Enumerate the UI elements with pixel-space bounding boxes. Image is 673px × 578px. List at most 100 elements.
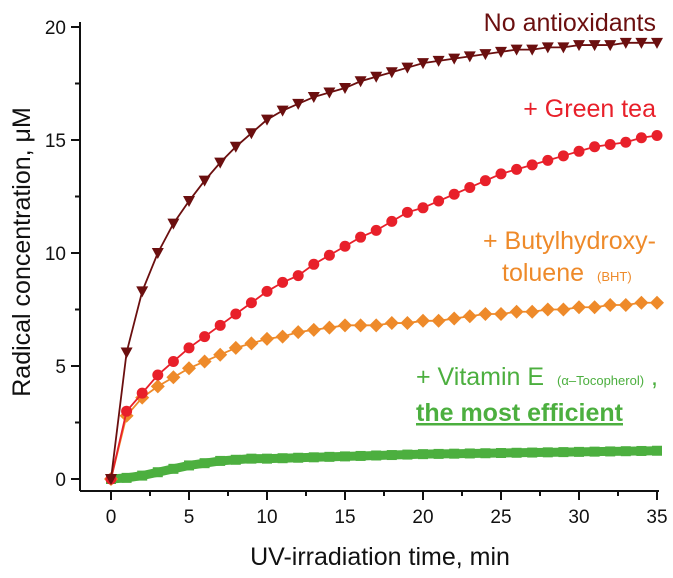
- data-point: [620, 446, 631, 457]
- data-point: [618, 297, 633, 312]
- data-point: [324, 451, 335, 462]
- data-point: [433, 195, 445, 207]
- data-point: [105, 474, 117, 485]
- data-point: [261, 114, 273, 126]
- vitamin-e-sub: (α–Tocopherol): [557, 373, 644, 388]
- data-point: [635, 37, 648, 49]
- data-point: [276, 105, 289, 117]
- data-point: [589, 141, 601, 153]
- data-point: [229, 141, 242, 153]
- data-point: [464, 181, 476, 193]
- y-axis-label: Radical concentration, μM: [8, 107, 36, 397]
- data-point: [150, 379, 165, 394]
- data-point: [651, 129, 663, 141]
- data-point: [385, 67, 398, 79]
- annotation-bht-line1: + Butylhydroxy-: [483, 227, 656, 255]
- data-point: [511, 163, 523, 175]
- data-point: [199, 458, 210, 469]
- data-point: [353, 318, 368, 333]
- data-point: [462, 309, 477, 324]
- data-point: [417, 202, 429, 214]
- data-point: [245, 128, 258, 140]
- data-point: [652, 445, 662, 456]
- data-point: [634, 295, 649, 310]
- data-point: [339, 240, 351, 252]
- data-point: [306, 322, 321, 337]
- data-point: [354, 76, 367, 88]
- data-point: [463, 51, 476, 63]
- series-square: [106, 445, 662, 484]
- x-tick-label: 20: [412, 507, 433, 528]
- data-point: [558, 447, 569, 458]
- data-point: [448, 53, 461, 65]
- data-point: [136, 387, 148, 399]
- data-point: [370, 224, 382, 236]
- data-point: [449, 448, 460, 459]
- data-point: [448, 188, 460, 200]
- data-point: [417, 58, 429, 70]
- annotation-no-antioxidants: No antioxidants: [484, 9, 656, 37]
- data-point: [511, 447, 522, 458]
- x-tick-label: 0: [106, 507, 117, 528]
- y-tick-label: 10: [45, 244, 66, 265]
- data-point: [369, 318, 384, 333]
- x-tick-label: 30: [568, 507, 589, 528]
- data-point: [197, 354, 212, 369]
- data-point: [291, 325, 306, 340]
- data-point: [480, 448, 491, 459]
- data-point: [386, 450, 397, 461]
- data-point: [230, 308, 242, 320]
- bht-abbr: (BHT): [597, 269, 632, 284]
- annotation-most-efficient: the most efficient: [416, 399, 624, 427]
- data-point: [495, 46, 507, 58]
- data-point: [464, 448, 475, 459]
- y-tick-label: 15: [45, 131, 66, 152]
- x-axis-label: UV-irradiation time, min: [250, 543, 510, 571]
- data-point: [573, 145, 585, 157]
- data-point: [121, 405, 133, 417]
- data-point: [292, 98, 305, 110]
- data-point: [323, 249, 335, 261]
- data-point: [214, 319, 226, 331]
- data-point: [605, 446, 616, 457]
- data-point: [168, 463, 179, 474]
- data-point: [418, 449, 428, 460]
- data-point: [370, 71, 383, 83]
- data-point: [526, 44, 539, 56]
- data-point: [228, 340, 243, 355]
- data-point: [525, 304, 540, 319]
- data-point: [478, 307, 493, 322]
- data-point: [604, 40, 617, 52]
- vitamin-e-name: + Vitamin E: [416, 363, 544, 391]
- data-point: [526, 159, 538, 171]
- data-point: [557, 150, 569, 162]
- data-point: [556, 302, 571, 317]
- data-point: [542, 447, 553, 458]
- data-point: [636, 445, 647, 456]
- series-layer: [104, 37, 664, 486]
- data-point: [355, 450, 366, 461]
- data-point: [401, 62, 414, 74]
- data-point: [619, 37, 632, 49]
- data-point: [323, 87, 336, 99]
- y-tick-label: 5: [55, 357, 66, 378]
- series-circle: [105, 129, 663, 485]
- data-point: [183, 196, 195, 208]
- data-point: [384, 316, 399, 331]
- data-point: [541, 42, 554, 54]
- data-point: [371, 450, 382, 461]
- series-diamond: [104, 295, 664, 486]
- y-tick-label: 0: [55, 470, 66, 491]
- data-point: [432, 55, 445, 67]
- data-point: [540, 302, 555, 317]
- data-point: [338, 318, 352, 333]
- data-point: [120, 347, 133, 359]
- data-point: [293, 452, 304, 463]
- data-point: [416, 313, 430, 328]
- data-point: [167, 218, 180, 230]
- data-point: [431, 313, 446, 328]
- data-point: [494, 307, 508, 322]
- data-point: [635, 132, 647, 144]
- data-point: [260, 331, 274, 346]
